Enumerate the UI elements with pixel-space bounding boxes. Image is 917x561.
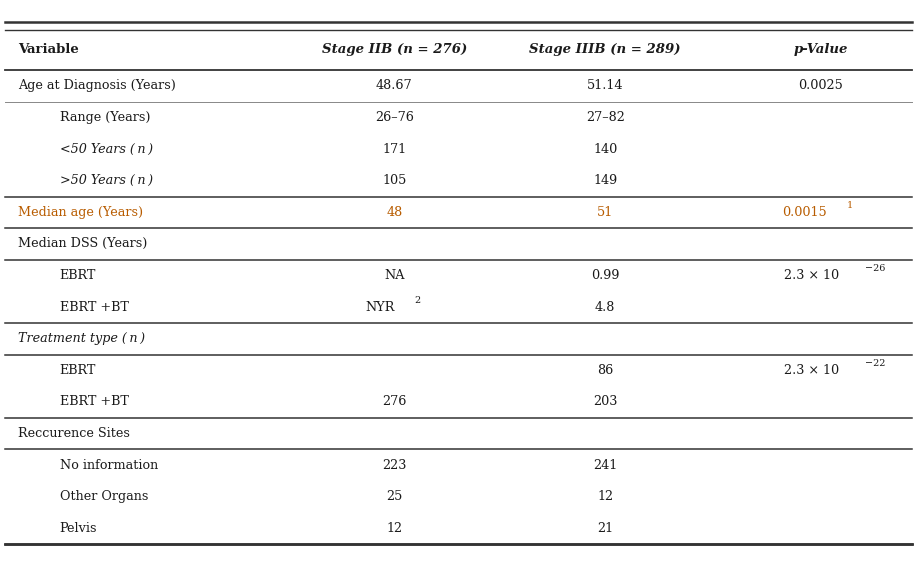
Text: 2.3 × 10: 2.3 × 10 [784, 364, 839, 377]
Text: No information: No information [60, 459, 158, 472]
Text: Median DSS (Years): Median DSS (Years) [18, 237, 148, 250]
Text: Reccurence Sites: Reccurence Sites [18, 427, 130, 440]
Text: 223: 223 [382, 459, 406, 472]
Text: 149: 149 [593, 174, 617, 187]
Text: 1: 1 [846, 201, 853, 210]
Text: 4.8: 4.8 [595, 301, 615, 314]
Text: EBRT: EBRT [60, 269, 96, 282]
Text: NA: NA [384, 269, 404, 282]
Text: EBRT +BT: EBRT +BT [60, 301, 128, 314]
Text: 0.0025: 0.0025 [799, 80, 843, 93]
Text: −26: −26 [865, 264, 885, 273]
Text: EBRT: EBRT [60, 364, 96, 377]
Text: NYR: NYR [366, 301, 395, 314]
Text: 51: 51 [597, 206, 613, 219]
Text: 0.0015: 0.0015 [782, 206, 826, 219]
Text: 26–76: 26–76 [375, 111, 414, 124]
Text: 86: 86 [597, 364, 613, 377]
Text: 105: 105 [382, 174, 406, 187]
Text: 25: 25 [386, 490, 403, 503]
Text: Median age (Years): Median age (Years) [18, 206, 143, 219]
Text: EBRT +BT: EBRT +BT [60, 396, 128, 408]
Text: 0.99: 0.99 [591, 269, 620, 282]
Text: 12: 12 [386, 522, 403, 535]
Text: Stage IIIB (n = 289): Stage IIIB (n = 289) [529, 43, 681, 57]
Text: 12: 12 [597, 490, 613, 503]
Text: 21: 21 [597, 522, 613, 535]
Text: Range (Years): Range (Years) [60, 111, 150, 124]
Text: 48.67: 48.67 [376, 80, 413, 93]
Text: Treatment type ( n ): Treatment type ( n ) [18, 332, 146, 345]
Text: 2: 2 [414, 296, 421, 305]
Text: p-Value: p-Value [793, 43, 848, 57]
Text: 276: 276 [382, 396, 406, 408]
Text: Age at Diagnosis (Years): Age at Diagnosis (Years) [18, 80, 176, 93]
Text: Pelvis: Pelvis [60, 522, 97, 535]
Text: Other Organs: Other Organs [60, 490, 148, 503]
Text: >50 Years ( n ): >50 Years ( n ) [60, 174, 153, 187]
Text: 48: 48 [386, 206, 403, 219]
Text: 140: 140 [593, 142, 617, 155]
Text: 27–82: 27–82 [586, 111, 624, 124]
Text: 203: 203 [593, 396, 617, 408]
Text: Stage IIB (n = 276): Stage IIB (n = 276) [322, 43, 467, 57]
Text: 171: 171 [382, 142, 406, 155]
Text: 241: 241 [593, 459, 617, 472]
Text: −22: −22 [865, 359, 885, 368]
Text: 2.3 × 10: 2.3 × 10 [784, 269, 839, 282]
Text: Variable: Variable [18, 43, 79, 57]
Text: 51.14: 51.14 [587, 80, 624, 93]
Text: <50 Years ( n ): <50 Years ( n ) [60, 142, 153, 155]
